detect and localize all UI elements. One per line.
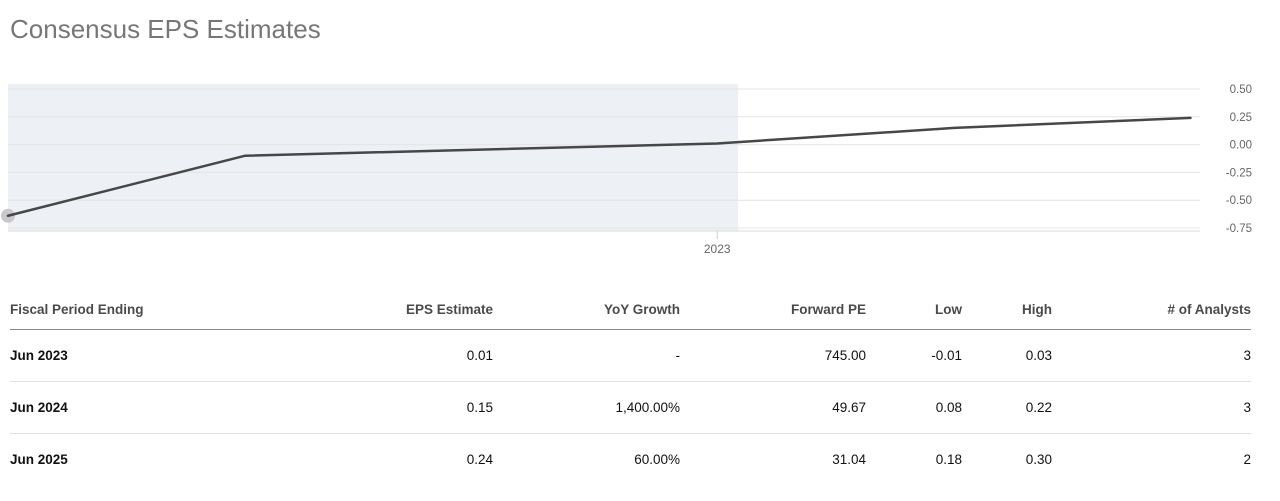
yoy-growth-cell: -	[493, 329, 680, 382]
fiscal-period-cell: Jun 2023	[10, 329, 310, 382]
col-header-fiscal-period: Fiscal Period Ending	[10, 291, 310, 330]
high-cell: 0.03	[962, 329, 1052, 382]
eps-line-series	[6, 116, 1192, 218]
eps-estimate-cell: 0.01	[310, 329, 493, 382]
col-header-eps-estimate: EPS Estimate	[310, 291, 493, 330]
fiscal-period-cell: Jun 2025	[10, 452, 68, 467]
eps-estimate-cell: 0.15	[310, 381, 493, 434]
past-shaded-region	[8, 84, 739, 231]
y-axis-tick-label: -0.75	[1226, 223, 1252, 235]
col-header-low: Low	[866, 291, 962, 330]
table-row: Jun 2024 0.15 1,400.00% 49.67 0.08 0.22 …	[10, 381, 1251, 434]
forward-pe-cell: 49.67	[680, 381, 866, 434]
y-axis-tick-label: 0.50	[1230, 84, 1252, 96]
y-axis-tick-label: 0.25	[1230, 112, 1252, 124]
table-row: Jun 2025 0.24 60.00% 31.04 0.18 0.30 2	[10, 434, 1251, 486]
fiscal-period-cell: Jun 2024	[10, 381, 310, 434]
table-header: Fiscal Period Ending EPS Estimate YoY Gr…	[10, 291, 1251, 330]
col-header-high: High	[962, 291, 1052, 330]
eps-chart-container: 0.50 0.25 0.00 -0.25 -0.50 -0.75 2023	[0, 80, 1280, 265]
analysts-cell: 2	[1243, 452, 1251, 467]
eps-estimates-table: Fiscal Period Ending EPS Estimate YoY Gr…	[10, 291, 1251, 485]
col-header-forward-pe: Forward PE	[680, 291, 866, 330]
y-axis-tick-label: 0.00	[1230, 140, 1252, 152]
x-axis-tick-label: 2023	[704, 242, 731, 256]
y-axis-tick-label: -0.50	[1226, 195, 1252, 207]
eps-chart: 0.50 0.25 0.00 -0.25 -0.50 -0.75 2023	[1, 84, 1252, 256]
high-cell: 0.22	[962, 381, 1052, 434]
low-cell: -0.01	[866, 329, 962, 382]
yoy-growth-cell: 60.00%	[634, 452, 680, 467]
col-header-yoy-growth: YoY Growth	[493, 291, 680, 330]
forward-pe-cell: 31.04	[832, 452, 866, 467]
low-cell: 0.18	[935, 452, 962, 467]
high-cell: 0.30	[1025, 452, 1052, 467]
table-row: Jun 2023 0.01 - 745.00 -0.01 0.03 3	[10, 329, 1251, 382]
analysts-cell: 3	[1052, 329, 1251, 382]
y-axis-tick-label: -0.25	[1226, 167, 1252, 179]
page-title: Consensus EPS Estimates	[10, 14, 321, 44]
forward-pe-cell: 745.00	[680, 329, 866, 382]
table-header-row: Fiscal Period Ending EPS Estimate YoY Gr…	[10, 291, 1251, 330]
col-header-analysts: # of Analysts	[1052, 291, 1251, 330]
eps-estimate-cell: 0.24	[466, 452, 493, 467]
yoy-growth-cell: 1,400.00%	[493, 381, 680, 434]
analysts-cell: 3	[1052, 381, 1251, 434]
low-cell: 0.08	[866, 381, 962, 434]
